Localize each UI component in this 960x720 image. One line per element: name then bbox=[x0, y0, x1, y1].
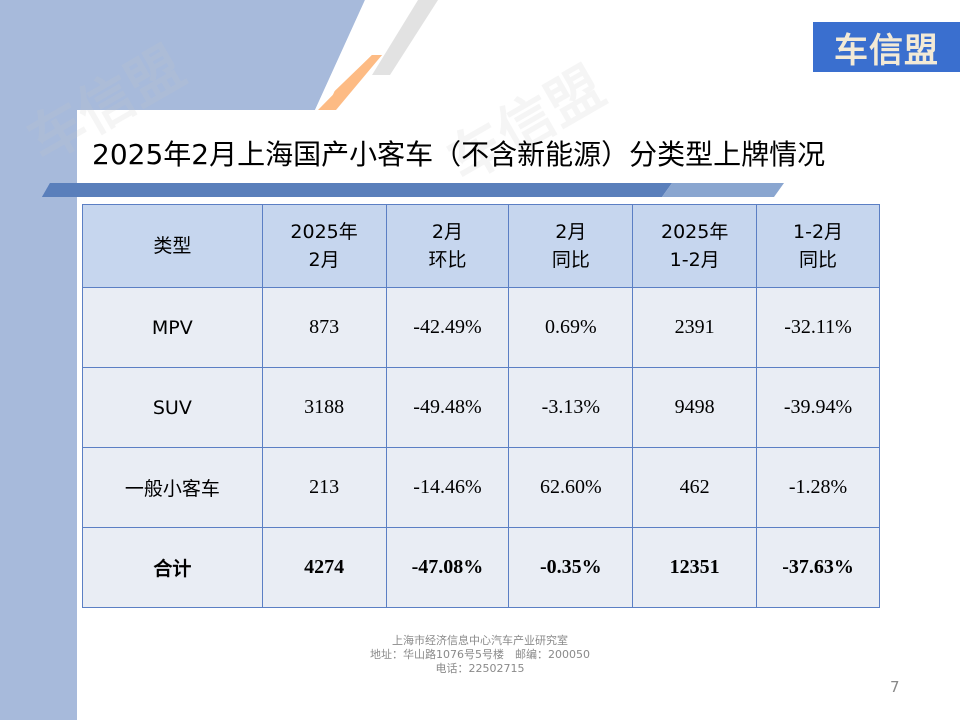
table-cell: 9498 bbox=[632, 367, 758, 448]
table-cell: 213 bbox=[261, 447, 387, 528]
footer-info: 上海市经济信息中心汽车产业研究室 地址：华山路1076号5号楼 邮编：20005… bbox=[300, 634, 660, 676]
table-row: MPV 873 -42.49% 0.69% 2391 -32.11% bbox=[82, 287, 880, 368]
table-cell: -49.48% bbox=[385, 367, 510, 448]
table-cell: 12351 bbox=[632, 527, 758, 608]
header-cell: 1-2月 同比 bbox=[756, 204, 880, 288]
header-cell: 类型 bbox=[82, 204, 263, 288]
table-cell: -3.13% bbox=[508, 367, 634, 448]
table-cell: -42.49% bbox=[385, 287, 510, 368]
footer-phone: 电话：22502715 bbox=[435, 662, 525, 675]
table-row: 合计 4274 -47.08% -0.35% 12351 -37.63% bbox=[82, 527, 880, 608]
row-label: SUV bbox=[82, 367, 263, 448]
table-cell: -32.11% bbox=[756, 287, 880, 368]
table-cell: -14.46% bbox=[385, 447, 510, 528]
table-cell: -39.94% bbox=[756, 367, 880, 448]
page-title: 2025年2月上海国产小客车（不含新能源）分类型上牌情况 bbox=[92, 138, 826, 171]
table-cell: 4274 bbox=[261, 527, 387, 608]
row-label: MPV bbox=[82, 287, 263, 368]
header-cell: 2月 环比 bbox=[385, 204, 510, 288]
table-cell: -37.63% bbox=[756, 527, 880, 608]
header-cell: 2025年 2月 bbox=[261, 204, 387, 288]
table-cell: 873 bbox=[261, 287, 387, 368]
footer-address: 地址：华山路1076号5号楼 邮编：200050 bbox=[370, 648, 590, 661]
registration-table: 类型 2025年 2月 2月 环比 2月 同比 2025年 1-2月 1-2月 同比 MP… bbox=[82, 204, 880, 608]
header-cell: 2月 同比 bbox=[508, 204, 634, 288]
table-header-row: 类型 2025年 2月 2月 环比 2月 同比 2025年 1-2月 1-2月 同比 bbox=[82, 204, 880, 288]
table-cell: -47.08% bbox=[385, 527, 510, 608]
brand-logo: 车信盟 bbox=[813, 22, 960, 72]
header-cell: 2025年 1-2月 bbox=[632, 204, 758, 288]
table-cell: -0.35% bbox=[508, 527, 634, 608]
table-cell: 62.60% bbox=[508, 447, 634, 528]
table-cell: 3188 bbox=[261, 367, 387, 448]
page-number: 7 bbox=[890, 678, 900, 696]
table-cell: 0.69% bbox=[508, 287, 634, 368]
row-label: 一般小客车 bbox=[82, 447, 263, 528]
footer-org: 上海市经济信息中心汽车产业研究室 bbox=[392, 634, 568, 647]
row-label: 合计 bbox=[82, 527, 263, 608]
table-cell: -1.28% bbox=[756, 447, 880, 528]
table-row: 一般小客车 213 -14.46% 62.60% 462 -1.28% bbox=[82, 447, 880, 528]
table-row: SUV 3188 -49.48% -3.13% 9498 -39.94% bbox=[82, 367, 880, 448]
table-cell: 462 bbox=[632, 447, 758, 528]
table-cell: 2391 bbox=[632, 287, 758, 368]
